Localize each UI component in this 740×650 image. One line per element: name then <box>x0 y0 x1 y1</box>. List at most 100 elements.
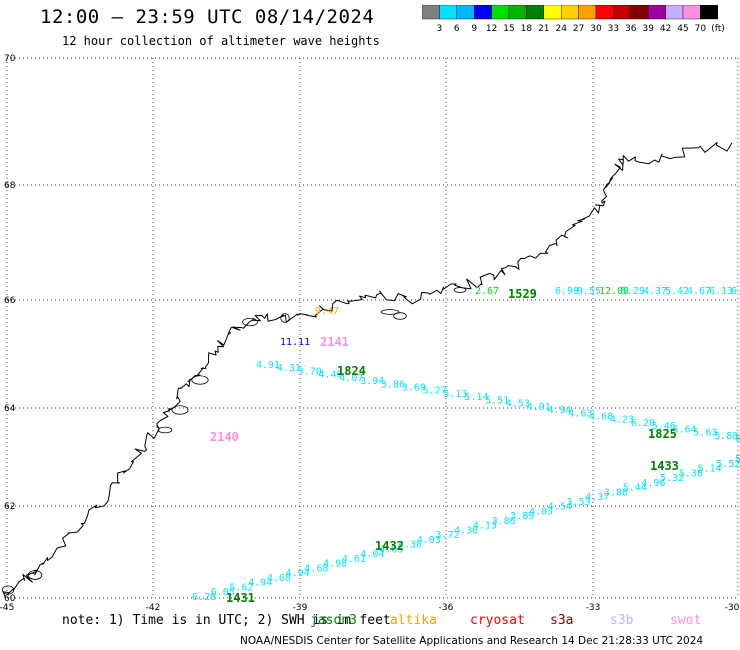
swh-value: 9.55 <box>577 286 601 297</box>
colorbar-tick-label: 70 <box>695 24 707 34</box>
colorbar-swatch <box>595 5 614 20</box>
swh-value: 9.47 <box>315 306 339 317</box>
credit-line: NOAA/NESDIS Center for Satellite Applica… <box>240 635 704 647</box>
colorbar-swatch <box>526 5 545 20</box>
swh-value: 5.42 <box>665 286 689 297</box>
swh-value: 4.67 <box>687 286 711 297</box>
swh-value: 5.13 <box>443 389 467 400</box>
swh-value: 5.58 <box>735 454 740 465</box>
swh-value: 4.37 <box>585 492 609 503</box>
colorbar-swatch <box>647 5 666 20</box>
swh-value: 5.64 <box>673 424 697 435</box>
swh-value: 6.1 <box>731 286 740 297</box>
swh-value: 3.86 <box>492 516 516 527</box>
colorbar-tick-label: 9 <box>471 24 477 34</box>
island-outline <box>191 375 209 385</box>
swh-value: 4.96 <box>641 478 665 489</box>
swh-value: 5.38 <box>679 468 703 479</box>
swh-value: 4.61 <box>342 554 366 565</box>
swh-value: 6.99 <box>555 286 579 297</box>
colorbar-unit: (ft) <box>711 24 725 34</box>
swh-value: 4.53 <box>506 399 530 410</box>
swh-value: 4.94 <box>548 405 572 416</box>
coastline-path <box>2 142 733 597</box>
colorbar-swatch <box>456 5 475 20</box>
swh-value: 5.51 <box>485 395 509 406</box>
legend-satellite-s3a: s3a <box>550 613 574 628</box>
axis-tick-labels: -45 -42 -39 -36 -33 -30 60 62 64 66 68 70 <box>0 54 740 613</box>
legend-satellite-cryosat: cryosat <box>470 613 525 628</box>
pass-label: 1529 <box>508 287 537 301</box>
swh-value: 4.03 <box>417 535 441 546</box>
swh-value: 4.07 <box>339 373 363 384</box>
colorbar-swatch <box>491 5 510 20</box>
pass-label: 1432 <box>375 539 404 553</box>
colorbar-swatch <box>578 5 597 20</box>
legend-satellite-jason3: jason3 <box>310 613 357 628</box>
colorbar-swatch <box>508 5 527 20</box>
colorbar-tick-label: 18 <box>521 24 533 34</box>
swh-value: 4.40 <box>319 370 343 381</box>
swh-value: 4.68 <box>589 412 613 423</box>
colorbar-tick-label: 6 <box>454 24 460 34</box>
island-outline <box>1 585 15 595</box>
swh-value: 4.03 <box>529 506 553 517</box>
colorbar-tick-label: 27 <box>573 24 584 34</box>
island-outline <box>27 570 43 580</box>
swh-value: 6.06 <box>735 434 740 445</box>
colorbar-swatch <box>560 5 579 20</box>
colorbar-tick-label: 3 <box>437 24 443 34</box>
colorbar-tick-label: 36 <box>625 24 637 34</box>
swh-value: 4.38 <box>398 540 422 551</box>
swh-value: 3.53 <box>567 497 591 508</box>
pass-label: 1433 <box>650 459 679 473</box>
legend-satellite-s3b: s3b <box>610 613 634 628</box>
swh-value: 4.63 <box>379 544 403 555</box>
colorbar-tick-label: 24 <box>555 24 567 34</box>
swh-value: 4.04 <box>361 549 385 560</box>
swh-value: 3.86 <box>381 379 405 390</box>
greenland-coastline <box>1 142 733 597</box>
pass-label: 2140 <box>210 430 239 444</box>
latitude-tick-label: 60 <box>4 594 16 604</box>
island-outline <box>380 309 400 315</box>
latitude-tick-label: 66 <box>4 296 16 306</box>
pass-label: 1431 <box>226 591 255 605</box>
swh-value: 4.23 <box>610 415 634 426</box>
colorbar-swatch <box>543 5 562 20</box>
page-subtitle: 12 hour collection of altimeter wave hei… <box>62 34 380 48</box>
swh-value: 5.46 <box>652 421 676 432</box>
swh-value: 4.94 <box>248 578 272 589</box>
swh-value: 5.14 <box>464 392 488 403</box>
map-grid <box>6 57 739 599</box>
legend-note: note: 1) Time is in UTC; 2) SWH is in fe… <box>62 613 391 628</box>
colorbar-swatch <box>630 5 649 20</box>
longitude-tick-label: -30 <box>725 603 740 613</box>
colorbar-tick-label: 15 <box>503 24 514 34</box>
swh-value: 3.94 <box>360 376 384 387</box>
swh-value: 4.94 <box>286 568 310 579</box>
island-outline <box>171 405 189 415</box>
pass-label: 1825 <box>648 427 677 441</box>
page-title: 12:00 – 23:59 UTC 08/14/2024 <box>40 6 375 28</box>
satellite-legend: jason3 altika cryosat s3a s3b swot <box>310 613 740 629</box>
swh-value: 12.08 <box>599 286 629 297</box>
swh-value: 2.67 <box>475 286 499 297</box>
swh-value: 4.68 <box>304 563 328 574</box>
colorbar-tick-label: 30 <box>590 24 602 34</box>
colorbar-swatch <box>665 5 684 20</box>
wave-height-colorbar: 3 6 9 12 15 18 21 24 27 30 33 36 39 42 45 70 (ft) <box>422 5 725 34</box>
legend-satellite-altika: altika <box>390 613 437 628</box>
legend-satellite-swot: swot <box>670 613 702 628</box>
swh-value: 3.69 <box>402 383 426 394</box>
swh-value: 4.13 <box>473 521 497 532</box>
latitude-tick-label: 68 <box>4 181 16 191</box>
altimeter-tracks: 6.286.055.624.944.684.944.684.984.614.04… <box>192 286 740 605</box>
swh-value: 4.91 <box>256 360 280 371</box>
swh-value: 5.62 <box>229 583 253 594</box>
swh-value: 5.52 <box>716 459 740 470</box>
swh-value: 3.88 <box>604 487 628 498</box>
swh-value: 5.88 <box>714 431 738 442</box>
